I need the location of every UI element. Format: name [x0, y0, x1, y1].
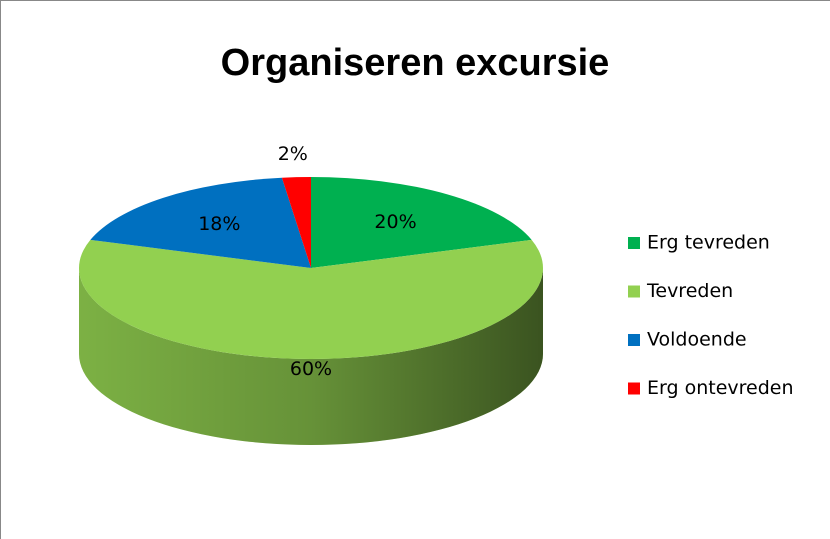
pie-slice — [78, 239, 543, 359]
legend-swatch — [628, 382, 640, 395]
data-label: 20% — [374, 211, 416, 233]
data-label: 18% — [198, 213, 240, 235]
legend-swatch — [628, 237, 640, 249]
data-label: 60% — [290, 358, 332, 380]
pie-slice — [281, 177, 311, 268]
pie-slice — [311, 177, 532, 268]
legend-label: Tevreden — [646, 280, 733, 302]
legend-label: Voldoende — [647, 329, 747, 351]
pie-slice — [90, 177, 311, 268]
pie-side-shade — [79, 268, 543, 445]
chart-title: Organiseren excursie — [221, 42, 610, 84]
legend-swatch — [628, 285, 640, 298]
data-label: 2% — [278, 143, 308, 165]
legend-label: Erg tevreden — [647, 232, 770, 254]
legend-swatch — [628, 334, 640, 346]
legend-label: Erg ontevreden — [647, 377, 794, 399]
